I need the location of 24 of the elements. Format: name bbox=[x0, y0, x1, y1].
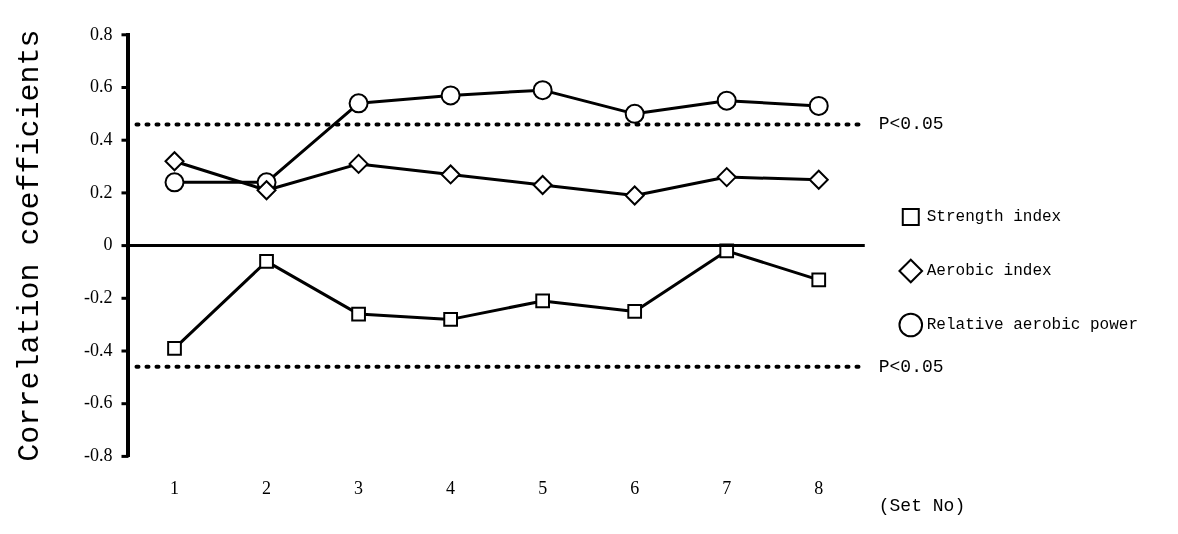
y-tick-label: -0.8 bbox=[83, 445, 113, 466]
x-tick-label: 4 bbox=[446, 477, 456, 498]
x-tick-label: 7 bbox=[722, 477, 732, 498]
y-tick-label: 0.2 bbox=[89, 181, 113, 202]
ref-line-label: P<0.05 bbox=[878, 356, 944, 377]
legend-label: Aerobic index bbox=[926, 262, 1052, 281]
y-tick-label: -0.4 bbox=[83, 339, 113, 360]
x-tick-label: 3 bbox=[354, 477, 364, 498]
legend-label: Relative aerobic power bbox=[926, 316, 1138, 335]
legend-label: Strength index bbox=[926, 208, 1062, 227]
y-tick-label: 0 bbox=[103, 234, 113, 255]
y-tick-label: 0.6 bbox=[89, 76, 113, 97]
x-tick-label: 8 bbox=[814, 477, 824, 498]
y-tick-label: 0.4 bbox=[89, 128, 113, 149]
y-axis-title: Correlation coefficients bbox=[12, 29, 47, 462]
x-tick-label: 5 bbox=[538, 477, 548, 498]
x-axis-title: (Set No) bbox=[878, 495, 966, 516]
y-tick-label: -0.2 bbox=[83, 287, 113, 308]
x-tick-label: 1 bbox=[170, 477, 180, 498]
y-tick-label: -0.6 bbox=[83, 392, 113, 413]
x-tick-label: 6 bbox=[630, 477, 640, 498]
x-tick-label: 2 bbox=[262, 477, 272, 498]
y-tick-label: 0.8 bbox=[89, 23, 113, 44]
ref-line-label: P<0.05 bbox=[878, 114, 944, 135]
